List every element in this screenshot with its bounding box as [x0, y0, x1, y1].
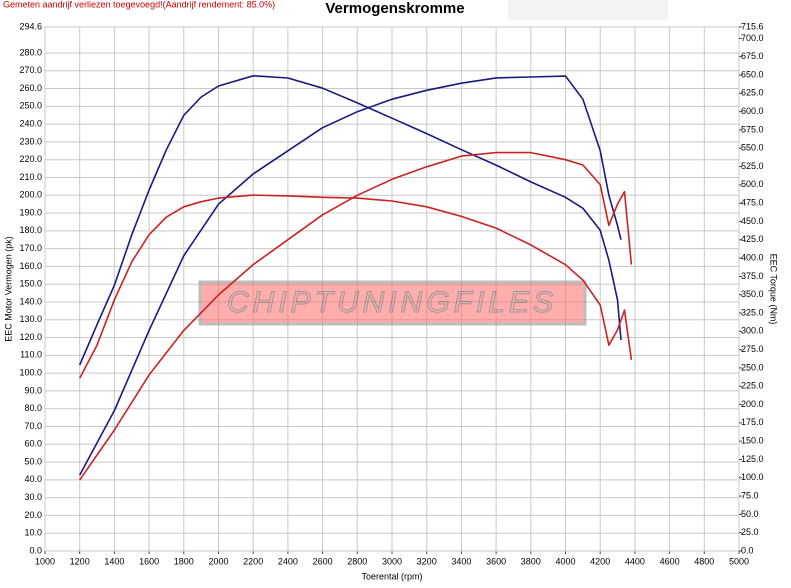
y-tick-label: 220.0: [19, 154, 42, 164]
y-tick-label: 180.0: [19, 225, 42, 235]
x-tick-label: 1400: [104, 556, 124, 566]
y2-tick-label: 75.0: [741, 490, 759, 500]
y2-tick-label: 400.0: [741, 252, 764, 262]
x-tick-label: 4000: [555, 556, 575, 566]
y-tick-label: 0.0: [29, 545, 42, 555]
x-tick-label: 3800: [521, 556, 541, 566]
series-line: [78, 194, 633, 379]
x-tick-label: 3200: [417, 556, 437, 566]
header-box: [508, 0, 668, 20]
x-tick-label: 2200: [243, 556, 263, 566]
y2-tick-label: 475.0: [741, 198, 764, 208]
x-tick-label: 4400: [625, 556, 645, 566]
x-tick-label: 2000: [208, 556, 228, 566]
y-tick-label: 200.0: [19, 190, 42, 200]
y-tick-label: 250.0: [19, 101, 42, 111]
y2-tick-label: 200.0: [741, 399, 764, 409]
x-tick-label: 1800: [174, 556, 194, 566]
y-tick-label: 20.0: [24, 510, 42, 520]
y2-tick-label: 425.0: [741, 234, 764, 244]
y2-tick-label: 350.0: [741, 289, 764, 299]
x-tick-label: 3000: [382, 556, 402, 566]
y2-tick-label: 550.0: [741, 143, 764, 153]
y-tick-label: 270.0: [19, 65, 42, 75]
y2-tick-label: 675.0: [741, 51, 764, 61]
series-line: [78, 75, 622, 366]
x-tick-label: 4600: [660, 556, 680, 566]
y-tick-label: 150.0: [19, 279, 42, 289]
y2-tick-label: 650.0: [741, 69, 764, 79]
x-axis-label: Toerental (rpm): [361, 571, 422, 581]
y2-tick-label: 715.6: [741, 21, 764, 31]
y-tick-label: 280.0: [19, 47, 42, 57]
y-tick-label: 100.0: [19, 368, 42, 378]
y-tick-label: 60.0: [24, 439, 42, 449]
y2-tick-label: 575.0: [741, 124, 764, 134]
x-tick-label: 4200: [590, 556, 610, 566]
x-tick-label: 1600: [139, 556, 159, 566]
y-tick-label: 240.0: [19, 118, 42, 128]
x-tick-label: 1000: [35, 556, 55, 566]
plot-lines: [78, 75, 633, 481]
y-tick-label: 190.0: [19, 207, 42, 217]
x-tick-label: 5000: [729, 556, 749, 566]
y2-tick-label: 325.0: [741, 307, 764, 317]
y2-tick-label: 125.0: [741, 454, 764, 464]
y2-tick-label: 50.0: [741, 509, 759, 519]
x-tick-label: 2400: [278, 556, 298, 566]
y-tick-label: 140.0: [19, 296, 42, 306]
y2-tick-label: 600.0: [741, 106, 764, 116]
watermark-band: [198, 280, 587, 326]
y2-tick-label: 225.0: [741, 381, 764, 391]
y-tick-label: 80.0: [24, 403, 42, 413]
x-tick-label: 4800: [694, 556, 714, 566]
y-tick-label: 50.0: [24, 456, 42, 466]
x-tick-label: 2800: [347, 556, 367, 566]
y2-tick-label: 500.0: [741, 179, 764, 189]
series-line: [78, 75, 622, 476]
y2-tick-label: 625.0: [741, 88, 764, 98]
y2-tick-label: 250.0: [741, 362, 764, 372]
y2-tick-label: 275.0: [741, 344, 764, 354]
y2-tick-label: 375.0: [741, 271, 764, 281]
y-axis-label: EEC Motor Vermogen (pk): [3, 236, 13, 342]
y-tick-label: 30.0: [24, 492, 42, 502]
x-tick-label: 2600: [313, 556, 333, 566]
y-tick-label: 40.0: [24, 474, 42, 484]
y-tick-label: 230.0: [19, 136, 42, 146]
y2-tick-label: 25.0: [741, 527, 759, 537]
x-tick-label: 3600: [486, 556, 506, 566]
y-tick-label: 90.0: [24, 385, 42, 395]
y-tick-label: 130.0: [19, 314, 42, 324]
y-tick-label: 70.0: [24, 421, 42, 431]
chart-title: Vermogenskromme: [325, 0, 464, 17]
y2-tick-label: 700.0: [741, 33, 764, 43]
y-tick-label: 210.0: [19, 172, 42, 182]
y-tick-label: 10.0: [24, 528, 42, 538]
watermark: CHIPTUNINGFILES: [198, 280, 587, 326]
y-tick-label: 260.0: [19, 83, 42, 93]
y-tick-label: 160.0: [19, 261, 42, 271]
series-line: [79, 151, 633, 481]
y2-tick-label: 525.0: [741, 161, 764, 171]
y2-tick-label: 450.0: [741, 216, 764, 226]
y2-axis-label: EEC Torque (Nm): [769, 254, 779, 325]
y2-tick-label: 150.0: [741, 436, 764, 446]
x-tick-label: 1200: [70, 556, 90, 566]
y2-tick-label: 100.0: [741, 472, 764, 482]
y-tick-label: 170.0: [19, 243, 42, 253]
y2-tick-label: 0.0: [741, 545, 754, 555]
y2-tick-label: 175.0: [741, 417, 764, 427]
note: Gemeten aandrijf verliezen toegevoegd!(A…: [3, 0, 275, 9]
x-tick-label: 3400: [451, 556, 471, 566]
y-tick-label: 110.0: [20, 350, 42, 360]
y-tick-label: 120.0: [19, 332, 42, 342]
watermark-text: CHIPTUNINGFILES: [227, 286, 557, 319]
y2-tick-label: 300.0: [741, 326, 764, 336]
y-tick-label: 294.6: [19, 21, 42, 31]
